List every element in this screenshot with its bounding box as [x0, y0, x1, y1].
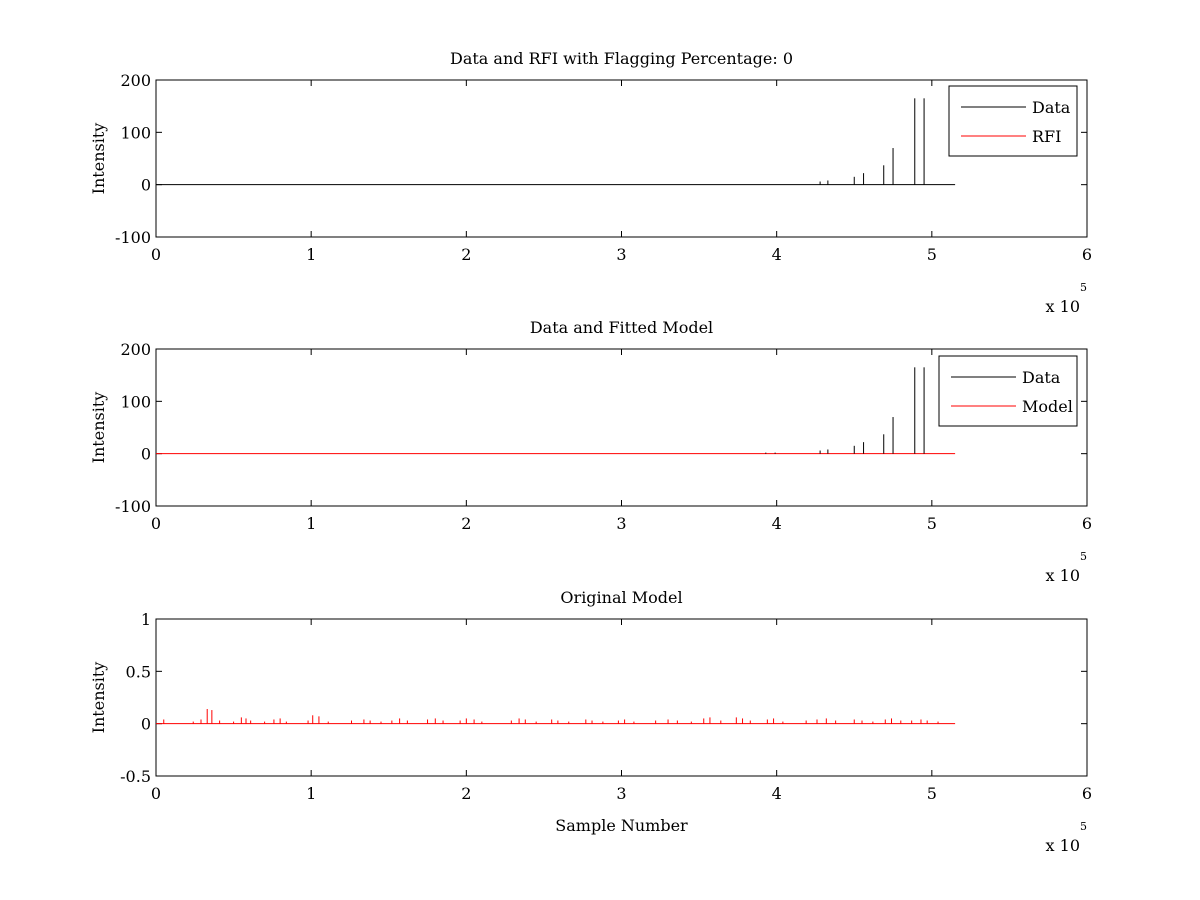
axes-box	[155, 348, 1088, 507]
y-tick-label: 200	[120, 71, 151, 90]
x-tick-label: 0	[151, 784, 161, 803]
x-tick-label: 4	[772, 784, 782, 803]
y-tick-label: 200	[120, 340, 151, 359]
plot-title: Data and Fitted Model	[530, 318, 713, 337]
plot-title: Data and RFI with Flagging Percentage: 0	[450, 49, 793, 68]
x-multiplier-base: x 10	[1046, 836, 1080, 855]
x-tick-label: 5	[927, 514, 937, 533]
x-tick-label: 4	[772, 245, 782, 264]
y-axis-label: Intensity	[89, 392, 108, 464]
x-multiplier-base: x 10	[1046, 297, 1080, 316]
x-multiplier-exponent: 5	[1080, 820, 1087, 833]
y-axis-label: Intensity	[89, 123, 108, 195]
x-tick-label: 3	[616, 514, 626, 533]
x-multiplier-exponent: 5	[1080, 550, 1087, 563]
x-tick-label: 2	[461, 514, 471, 533]
y-tick-label: 0.5	[126, 662, 151, 681]
x-tick-label: 2	[461, 784, 471, 803]
axes-box	[155, 79, 1088, 238]
legend: Data Model	[938, 355, 1078, 427]
legend: Data RFI	[948, 85, 1078, 157]
y-tick-label: -100	[115, 228, 151, 247]
legend-box	[948, 85, 1078, 157]
x-multiplier-base: x 10	[1046, 566, 1080, 585]
y-tick-label: 100	[120, 123, 151, 142]
plot-title: Original Model	[560, 588, 682, 607]
x-tick-label: 3	[616, 784, 626, 803]
x-tick-label: 4	[772, 514, 782, 533]
x-tick-label: 5	[927, 784, 937, 803]
x-tick-label: 2	[461, 245, 471, 264]
y-tick-label: 0	[141, 715, 151, 734]
y-tick-label: -0.5	[120, 767, 151, 786]
x-tick-label: 6	[1082, 245, 1092, 264]
x-axis-label: Sample Number	[555, 816, 688, 835]
legend-box	[938, 355, 1078, 427]
legend-label: Data	[1032, 98, 1071, 117]
legend-label: RFI	[1032, 127, 1061, 146]
x-tick-label: 6	[1082, 784, 1092, 803]
x-tick-label: 3	[616, 245, 626, 264]
legend-label: Model	[1022, 397, 1073, 416]
x-multiplier-exponent: 5	[1080, 281, 1087, 294]
x-tick-label: 5	[927, 245, 937, 264]
legend-label: Data	[1022, 368, 1061, 387]
y-tick-label: 100	[120, 392, 151, 411]
y-axis-label: Intensity	[89, 662, 108, 734]
x-tick-label: 1	[306, 784, 316, 803]
y-tick-label: 0	[141, 176, 151, 195]
x-tick-label: 1	[306, 514, 316, 533]
y-tick-label: 0	[141, 445, 151, 464]
x-tick-label: 0	[151, 514, 161, 533]
axes-box	[155, 618, 1088, 777]
x-tick-label: 6	[1082, 514, 1092, 533]
x-tick-label: 1	[306, 245, 316, 264]
x-tick-label: 0	[151, 245, 161, 264]
y-tick-label: -100	[115, 497, 151, 516]
y-tick-label: 1	[141, 610, 151, 629]
